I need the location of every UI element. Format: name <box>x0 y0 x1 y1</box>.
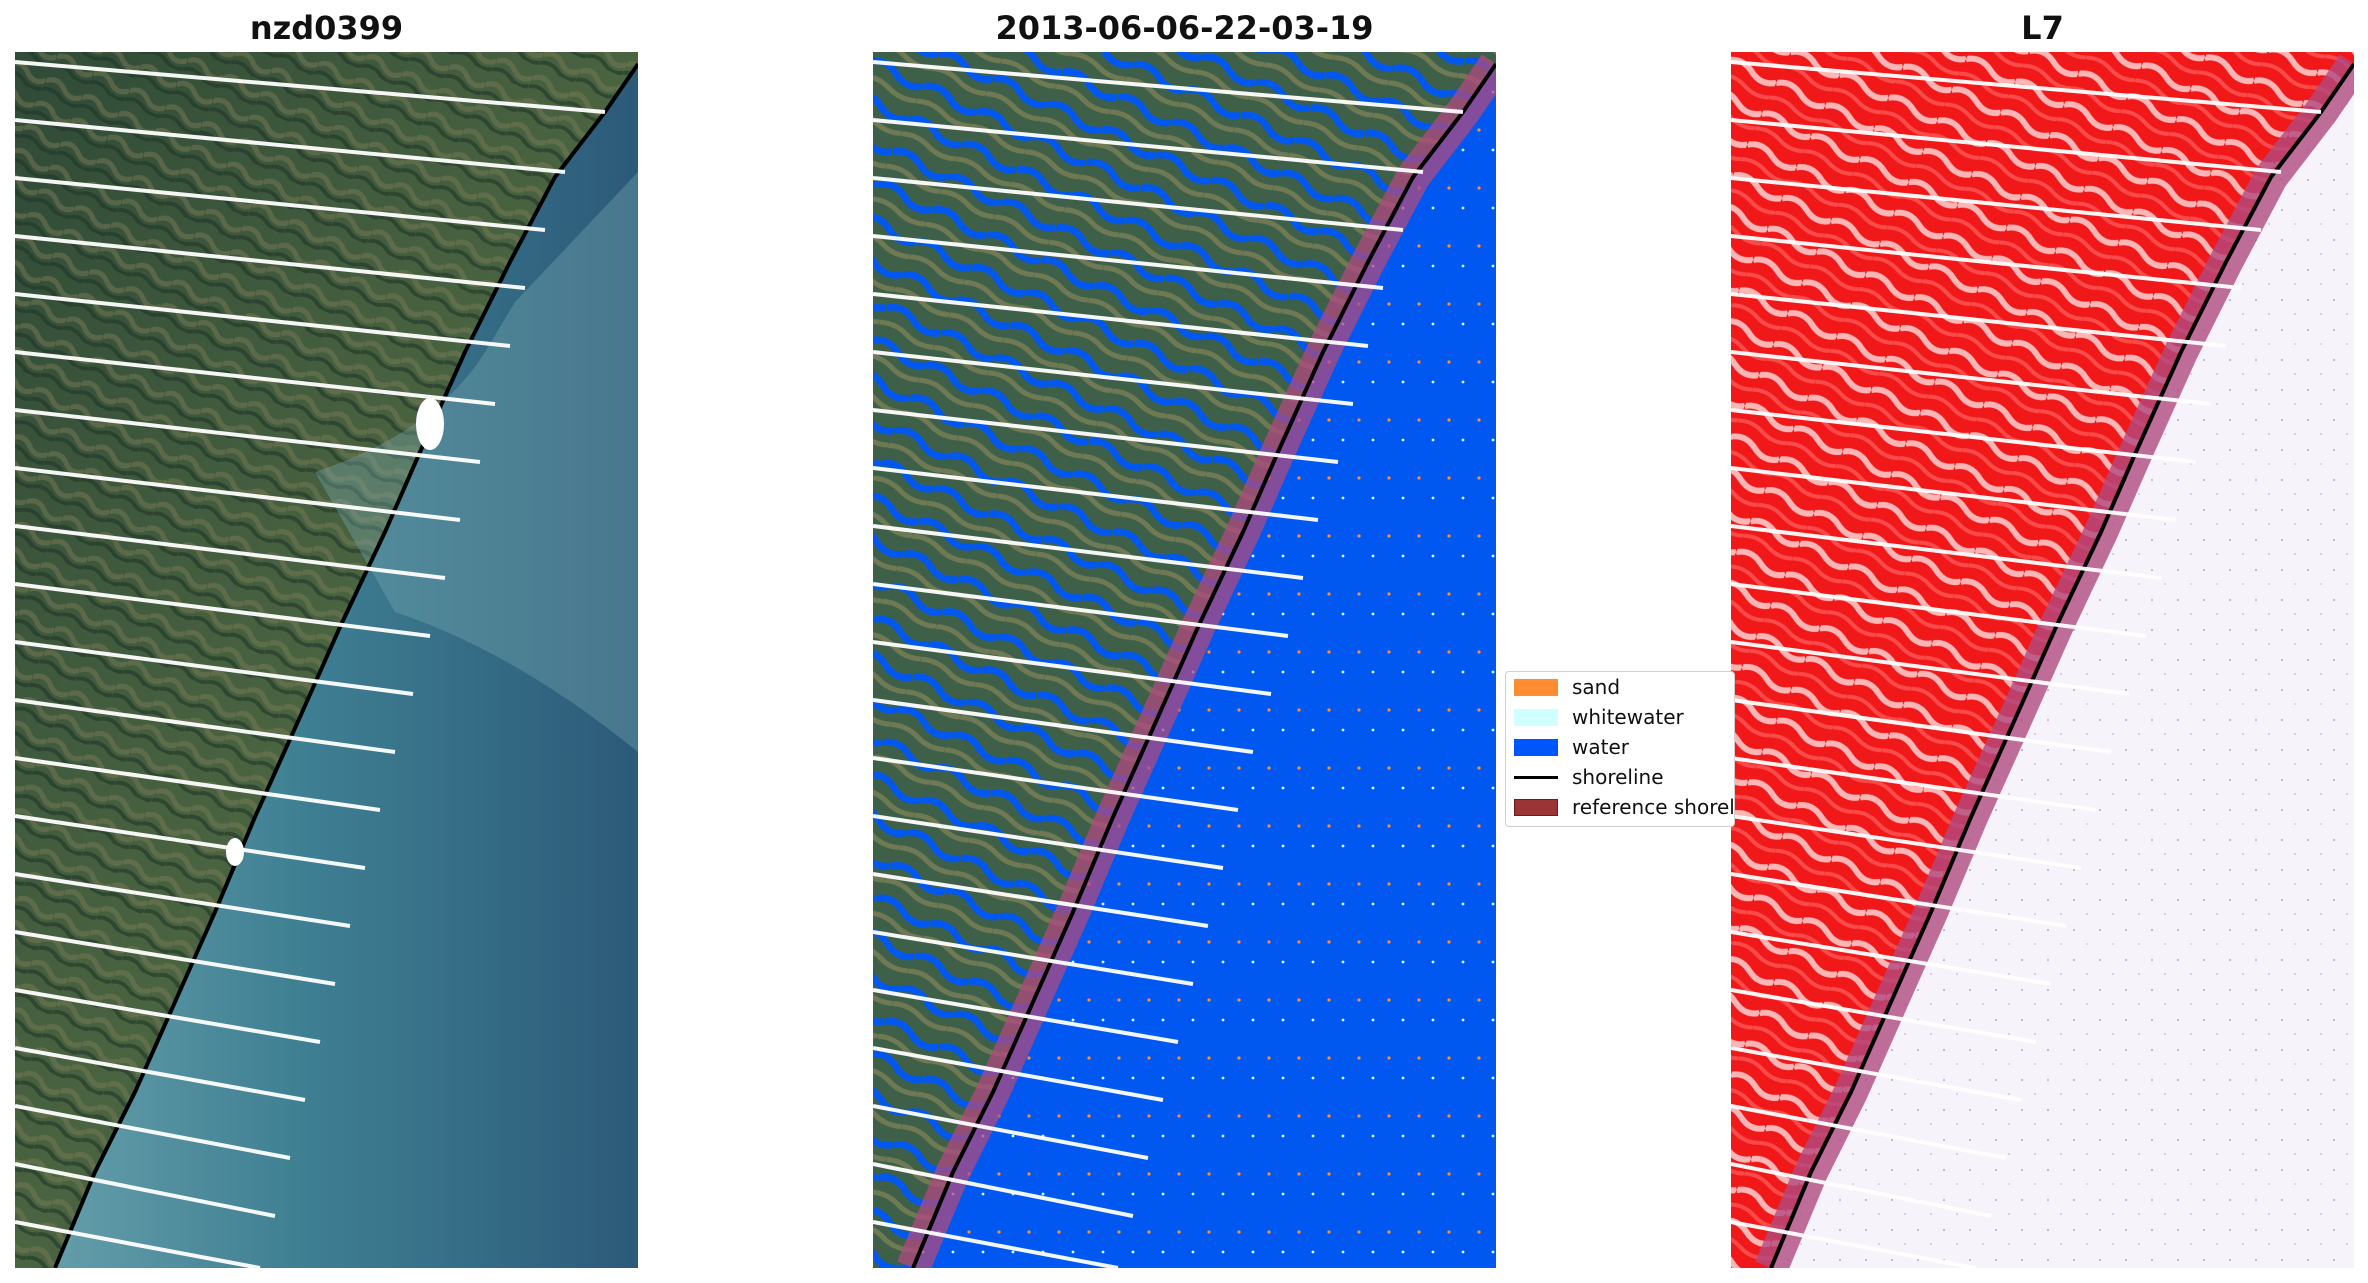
legend-item-reference-shoreline: reference shoreline <box>1514 792 1735 822</box>
legend-item-shoreline: shoreline <box>1514 762 1664 792</box>
legend-item-whitewater: whitewater <box>1514 702 1684 732</box>
legend: sand whitewater water shoreline referenc… <box>1505 671 1735 827</box>
legend-swatch-reference-shoreline <box>1514 798 1558 816</box>
panel-title-classified: 2013-06-06-22-03-19 <box>995 9 1374 47</box>
rgb-image-panel <box>15 52 638 1268</box>
classified-image-panel <box>873 52 1496 1268</box>
ndwi-image-panel <box>1731 52 2354 1268</box>
legend-item-water: water <box>1514 732 1629 762</box>
legend-swatch-whitewater <box>1514 708 1558 726</box>
classified-image <box>873 52 1496 1268</box>
panel-title-rgb: nzd0399 <box>249 9 404 47</box>
panel-title-ndwi: L7 <box>2021 9 2064 47</box>
legend-label-sand: sand <box>1572 675 1621 699</box>
legend-item-sand: sand <box>1514 672 1620 702</box>
legend-line-shoreline <box>1514 775 1558 779</box>
legend-swatch-water <box>1514 738 1558 756</box>
legend-label-whitewater: whitewater <box>1572 705 1684 729</box>
legend-label-reference-shoreline: reference shoreline <box>1572 795 1735 819</box>
legend-label-shoreline: shoreline <box>1572 765 1664 789</box>
legend-label-water: water <box>1572 735 1629 759</box>
ndwi-image <box>1731 52 2354 1268</box>
legend-swatch-sand <box>1514 678 1558 696</box>
rgb-image <box>15 52 638 1268</box>
